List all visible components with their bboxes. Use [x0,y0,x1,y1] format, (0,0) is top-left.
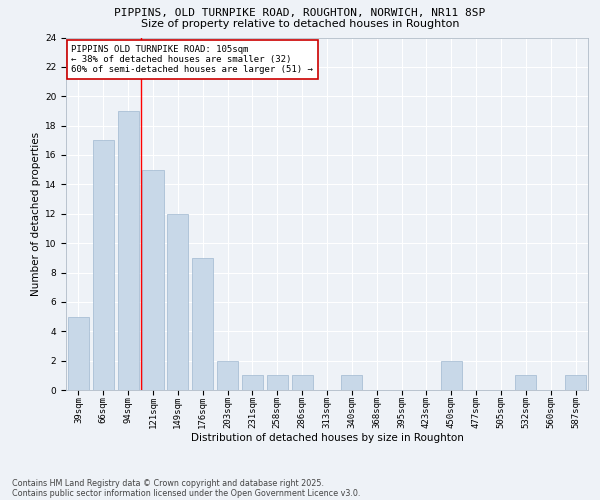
Bar [565,376,586,390]
Text: Size of property relative to detached houses in Roughton: Size of property relative to detached ho… [141,19,459,29]
Bar [142,170,164,390]
Y-axis label: Number of detached properties: Number of detached properties [31,132,41,296]
Bar [217,360,238,390]
Bar [242,376,263,390]
Bar [441,360,462,390]
Bar [515,376,536,390]
Bar [93,140,114,390]
X-axis label: Distribution of detached houses by size in Roughton: Distribution of detached houses by size … [191,432,463,442]
Bar [267,376,288,390]
Bar [167,214,188,390]
Bar [192,258,213,390]
Text: PIPPINS, OLD TURNPIKE ROAD, ROUGHTON, NORWICH, NR11 8SP: PIPPINS, OLD TURNPIKE ROAD, ROUGHTON, NO… [115,8,485,18]
Bar [341,376,362,390]
Bar [118,111,139,390]
Bar [68,316,89,390]
Bar [292,376,313,390]
Text: Contains HM Land Registry data © Crown copyright and database right 2025.
Contai: Contains HM Land Registry data © Crown c… [12,479,361,498]
Text: PIPPINS OLD TURNPIKE ROAD: 105sqm
← 38% of detached houses are smaller (32)
60% : PIPPINS OLD TURNPIKE ROAD: 105sqm ← 38% … [71,44,313,74]
